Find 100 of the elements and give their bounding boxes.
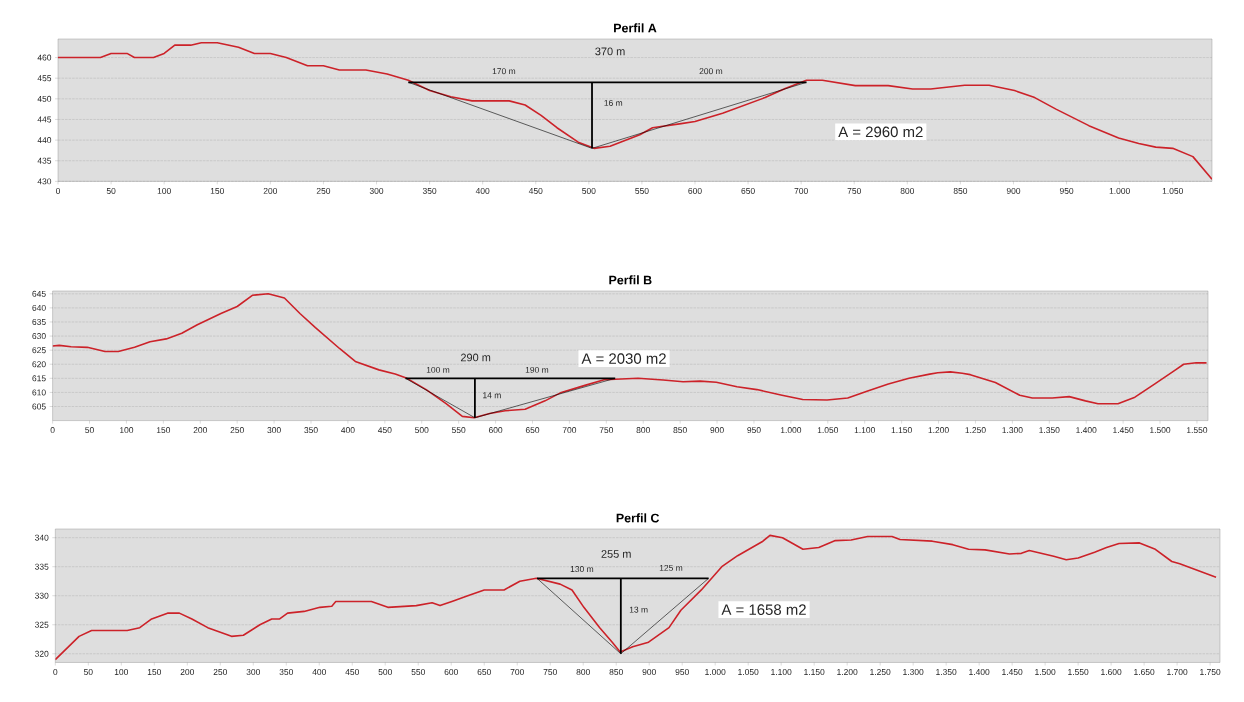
x-tick-label: 900 <box>1006 187 1021 194</box>
x-tick-label: 150 <box>147 669 162 675</box>
x-tick-label: 350 <box>279 669 293 675</box>
x-tick-label: 0 <box>50 427 55 434</box>
x-tick-label: 450 <box>528 187 543 194</box>
x-tick-label: 450 <box>345 669 359 675</box>
x-tick-label: 50 <box>106 187 116 194</box>
x-tick-label: 950 <box>747 427 761 434</box>
x-tick-label: 400 <box>475 187 490 194</box>
y-tick-label: 440 <box>37 137 52 144</box>
y-tick-label: 630 <box>32 333 46 340</box>
x-tick-label: 150 <box>210 187 224 194</box>
x-tick-label: 1.000 <box>780 427 802 434</box>
x-tick-label: 1.500 <box>1150 427 1171 434</box>
x-tick-label: 1.250 <box>965 427 986 434</box>
x-tick-label: 1.050 <box>738 669 759 675</box>
x-tick-label: 1.450 <box>1002 669 1023 675</box>
x-tick-label: 250 <box>316 187 331 194</box>
chart-title: Perfil C <box>616 513 660 523</box>
y-tick-label: 340 <box>34 534 49 541</box>
x-tick-label: 1.500 <box>1035 669 1056 675</box>
annotation: A = 1658 m2 <box>721 604 806 615</box>
x-tick-label: 1.350 <box>936 669 957 675</box>
annotation: 170 m <box>492 68 516 75</box>
x-tick-label: 1.400 <box>1076 427 1097 434</box>
y-tick-label: 640 <box>32 304 46 311</box>
annotation: 290 m <box>460 353 491 362</box>
x-tick-label: 600 <box>688 187 702 194</box>
x-tick-label: 550 <box>635 187 649 194</box>
x-tick-label: 1.200 <box>928 427 949 434</box>
x-tick-label: 800 <box>636 427 650 434</box>
y-tick-label: 325 <box>34 621 49 628</box>
x-tick-label: 1.100 <box>854 427 875 434</box>
y-tick-label: 320 <box>34 650 49 657</box>
annotation: 255 m <box>601 550 631 558</box>
x-tick-label: 900 <box>710 427 724 434</box>
x-tick-label: 1.550 <box>1186 427 1208 434</box>
y-tick-label: 460 <box>37 54 52 61</box>
x-tick-label: 350 <box>304 427 318 434</box>
annotation: 130 m <box>570 566 594 573</box>
y-tick-label: 635 <box>32 318 46 325</box>
x-tick-label: 700 <box>794 187 808 194</box>
x-tick-label: 500 <box>378 669 392 675</box>
x-tick-label: 500 <box>415 427 429 434</box>
x-tick-label: 800 <box>900 187 915 194</box>
annotation: 16 m <box>604 99 623 106</box>
x-tick-label: 1.200 <box>837 669 858 675</box>
x-tick-label: 1.650 <box>1134 669 1155 675</box>
x-tick-label: 50 <box>85 427 94 434</box>
x-tick-label: 850 <box>609 669 623 675</box>
annotation: 14 m <box>483 392 501 399</box>
y-tick-label: 335 <box>34 563 49 570</box>
x-tick-label: 1.050 <box>1162 187 1183 194</box>
y-tick-label: 620 <box>32 361 46 368</box>
y-tick-label: 610 <box>32 389 46 396</box>
x-tick-label: 250 <box>230 427 244 434</box>
x-tick-label: 300 <box>369 187 384 194</box>
x-tick-label: 1.350 <box>1039 427 1060 434</box>
y-tick-label: 645 <box>32 290 46 297</box>
x-tick-label: 950 <box>675 669 689 675</box>
y-tick-label: 615 <box>32 375 46 382</box>
x-tick-label: 300 <box>246 669 260 675</box>
x-tick-label: 0 <box>55 187 61 194</box>
x-tick-label: 100 <box>120 427 134 434</box>
annotation: 370 m <box>595 47 625 56</box>
y-tick-label: 430 <box>37 178 52 185</box>
x-tick-label: 1.000 <box>705 669 726 675</box>
x-tick-label: 550 <box>411 669 425 675</box>
x-tick-label: 750 <box>599 427 614 434</box>
y-tick-label: 455 <box>37 75 52 82</box>
x-tick-label: 200 <box>180 669 195 675</box>
x-tick-label: 850 <box>673 427 687 434</box>
y-tick-label: 450 <box>37 95 52 102</box>
x-tick-label: 600 <box>488 427 503 434</box>
x-tick-label: 300 <box>267 427 281 434</box>
annotation: 13 m <box>629 606 648 613</box>
x-tick-label: 1.750 <box>1200 669 1221 675</box>
y-tick-label: 605 <box>32 403 46 410</box>
x-tick-label: 1.250 <box>870 669 891 675</box>
x-tick-label: 700 <box>510 669 524 675</box>
x-tick-label: 0 <box>53 669 58 675</box>
x-tick-label: 1.600 <box>1101 669 1122 675</box>
x-tick-label: 350 <box>422 187 437 194</box>
y-tick-label: 445 <box>37 116 52 123</box>
x-tick-label: 1.550 <box>1068 669 1089 675</box>
annotation: 125 m <box>659 564 683 571</box>
x-tick-label: 400 <box>341 427 355 434</box>
x-tick-label: 150 <box>156 427 171 434</box>
annotation: 200 m <box>699 68 723 75</box>
x-tick-label: 650 <box>525 427 540 434</box>
annotation: 190 m <box>525 366 549 373</box>
x-tick-label: 700 <box>562 427 577 434</box>
x-tick-label: 1.300 <box>903 669 924 675</box>
x-tick-label: 200 <box>193 427 207 434</box>
x-tick-label: 250 <box>213 669 228 675</box>
x-tick-label: 900 <box>642 669 656 675</box>
annotation: 100 m <box>426 366 450 373</box>
chart-title: Perfil B <box>609 275 652 285</box>
x-tick-label: 450 <box>377 427 392 434</box>
x-tick-label: 400 <box>312 669 326 675</box>
